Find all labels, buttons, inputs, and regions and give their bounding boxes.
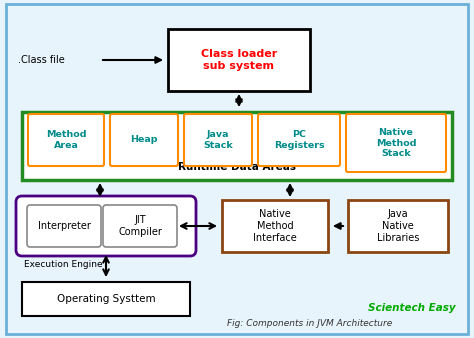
Text: Interpreter: Interpreter [37,221,91,231]
Text: Native
Method
Interface: Native Method Interface [253,210,297,243]
Text: JIT
Compiler: JIT Compiler [118,215,162,237]
Text: PC
Registers: PC Registers [273,130,324,150]
Text: Native
Method
Stack: Native Method Stack [376,128,416,158]
Bar [22,282,190,316]
Text: Heap: Heap [130,136,158,145]
Text: .Class file: .Class file [18,55,65,65]
Text: Execution Engine: Execution Engine [24,260,103,269]
FancyBboxPatch shape [258,114,340,166]
Text: Method
Area: Method Area [46,130,86,150]
Bar [22,112,452,180]
FancyBboxPatch shape [184,114,252,166]
Bar [348,200,448,252]
Text: Class loader
sub system: Class loader sub system [201,49,277,71]
Text: Fig: Components in JVM Architecture: Fig: Components in JVM Architecture [228,319,392,329]
FancyBboxPatch shape [110,114,178,166]
FancyBboxPatch shape [103,205,177,247]
FancyBboxPatch shape [16,196,196,256]
FancyBboxPatch shape [28,114,104,166]
Text: Java
Native
Libraries: Java Native Libraries [377,210,419,243]
Bar [168,29,310,91]
FancyBboxPatch shape [346,114,446,172]
FancyBboxPatch shape [27,205,101,247]
Text: Operating Systtem: Operating Systtem [57,294,155,304]
Text: Scientech Easy: Scientech Easy [368,303,456,313]
Text: Runtime Data Areas: Runtime Data Areas [178,162,296,172]
Bar [222,200,328,252]
Text: Java
Stack: Java Stack [203,130,233,150]
